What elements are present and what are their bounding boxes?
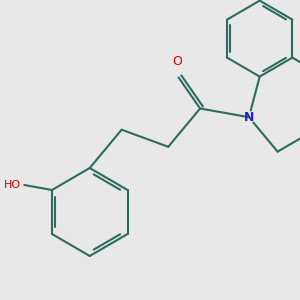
Text: O: O <box>172 56 182 68</box>
Text: HO: HO <box>4 180 21 190</box>
Text: N: N <box>244 111 254 124</box>
